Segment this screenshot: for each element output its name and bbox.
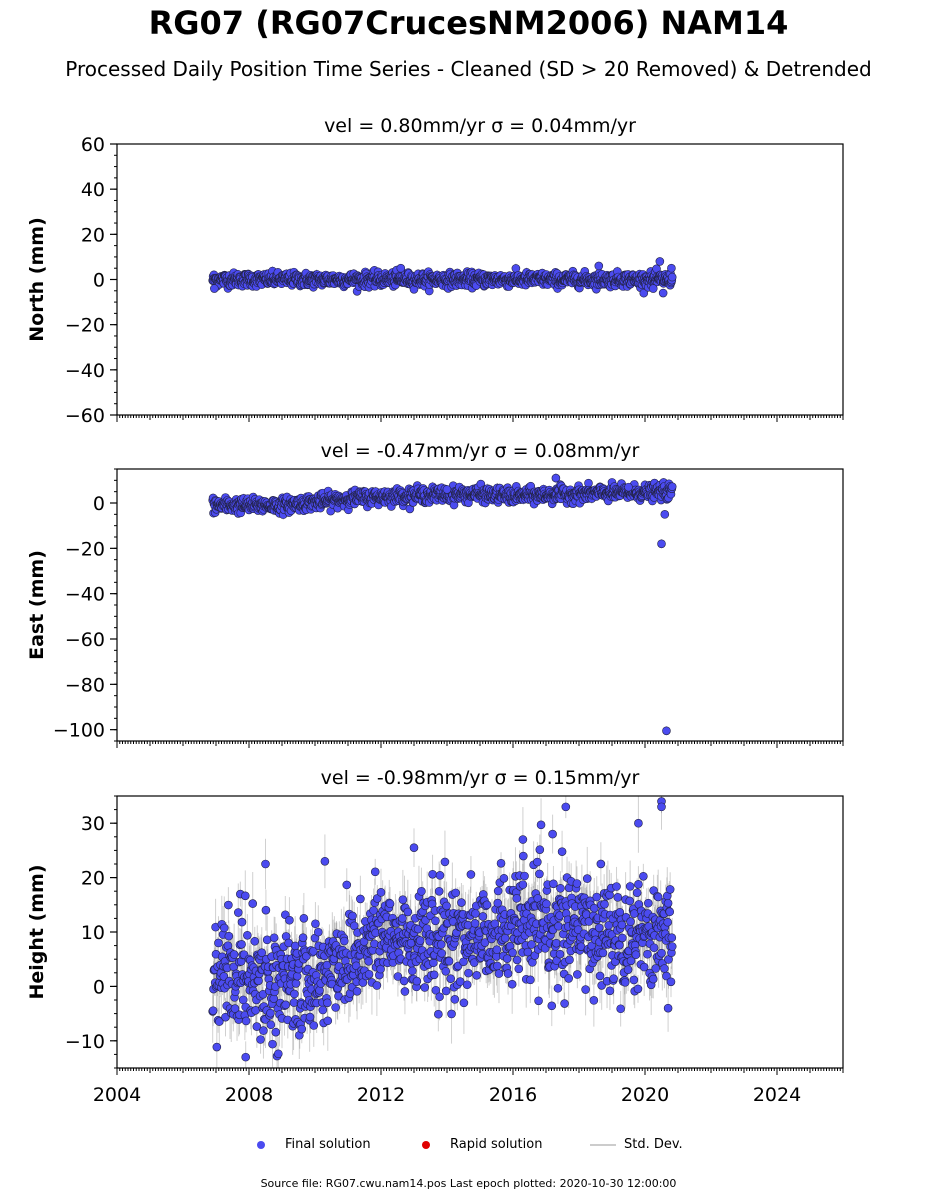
figure-title: RG07 (RG07CrucesNM2006) NAM14 xyxy=(148,4,789,42)
data-point xyxy=(657,539,666,549)
data-point xyxy=(667,263,676,273)
y-axis-label: North (mm) xyxy=(26,217,48,342)
plot-area-1 xyxy=(208,257,677,298)
y-tick-label: 20 xyxy=(81,224,105,246)
data-point xyxy=(658,288,668,298)
data-point xyxy=(667,272,677,282)
panel-1: −60 −40 −20 0 20 40 60 vel = 0.80mm/yr σ = 0.04… xyxy=(26,115,844,427)
data-point xyxy=(667,482,677,491)
data-point xyxy=(655,257,665,266)
data-point xyxy=(594,261,604,271)
y-tick-label: −20 xyxy=(65,315,105,337)
plot-area-2 xyxy=(208,473,677,736)
data-point xyxy=(624,482,633,492)
data-point xyxy=(396,263,406,273)
y-tick-label: 0 xyxy=(93,270,105,292)
data-point xyxy=(442,485,452,494)
y-tick-label: −60 xyxy=(65,405,105,427)
data-point xyxy=(210,284,219,293)
data-point xyxy=(648,284,658,293)
panel-title: vel = 0.80mm/yr σ = 0.04mm/yr xyxy=(324,115,636,137)
y-tick-label: 40 xyxy=(81,179,105,201)
data-point xyxy=(551,473,561,483)
data-point xyxy=(660,510,670,519)
y-tick-label: 60 xyxy=(81,134,105,156)
y-tick-label: −40 xyxy=(65,360,105,382)
figure-subtitle: Processed Daily Position Time Series - C… xyxy=(65,57,872,81)
data-point xyxy=(662,726,671,736)
